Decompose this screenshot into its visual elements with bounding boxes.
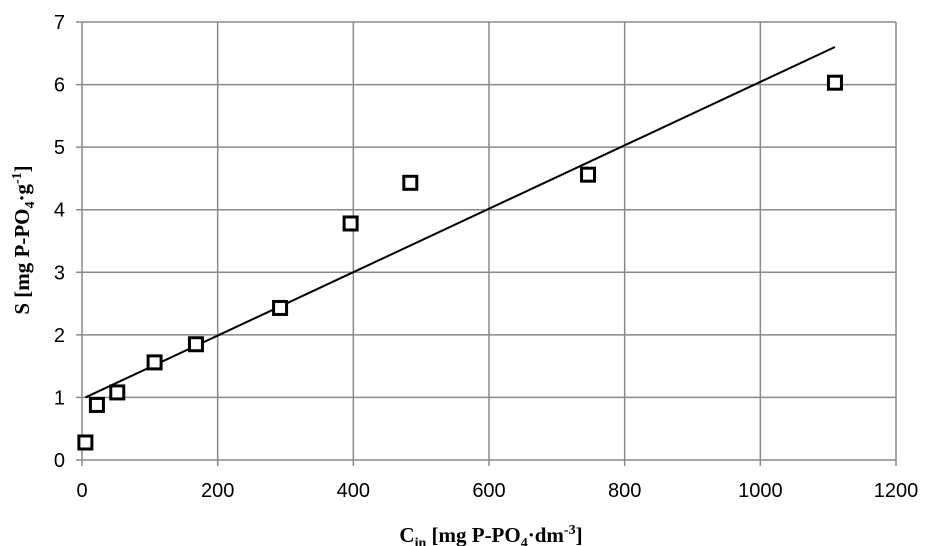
x-tick-label: 400 [337, 480, 370, 502]
y-tick-label: 3 [54, 262, 65, 284]
data-point [146, 354, 163, 371]
x-tick-label: 1000 [738, 480, 783, 502]
data-points [77, 74, 843, 451]
y-tick-labels: 0 1 2 3 4 5 6 7 [54, 12, 65, 472]
y-tick-label: 1 [54, 387, 65, 409]
x-axis-label: Cin [mg P-PO4·dm-3] [399, 523, 582, 546]
y-axis-label: S [mg P-PO4·g-1] [10, 165, 38, 314]
x-tick-label: 0 [76, 480, 87, 502]
y-tick-label: 0 [54, 450, 65, 472]
x-tick-labels: 0 200 400 600 800 1000 1200 [76, 480, 918, 502]
data-point [580, 166, 597, 183]
data-point [77, 434, 94, 451]
data-point [272, 299, 289, 316]
trendline-group [84, 46, 836, 399]
data-point [342, 215, 359, 232]
x-tick-label: 800 [608, 480, 641, 502]
data-point [187, 336, 204, 353]
trendline [84, 46, 836, 399]
x-tick-label: 200 [201, 480, 234, 502]
data-point [109, 384, 126, 401]
data-point [402, 174, 419, 191]
y-tick-label: 6 [54, 75, 65, 97]
axes [76, 21, 897, 466]
grid [82, 21, 897, 460]
x-tick-label: 1200 [874, 480, 919, 502]
y-tick-label: 4 [54, 200, 65, 222]
y-tick-label: 5 [54, 137, 65, 159]
data-point [88, 396, 105, 413]
x-tick-label: 600 [472, 480, 505, 502]
y-tick-label: 2 [54, 325, 65, 347]
y-tick-label: 7 [54, 12, 65, 34]
data-point [826, 74, 843, 91]
